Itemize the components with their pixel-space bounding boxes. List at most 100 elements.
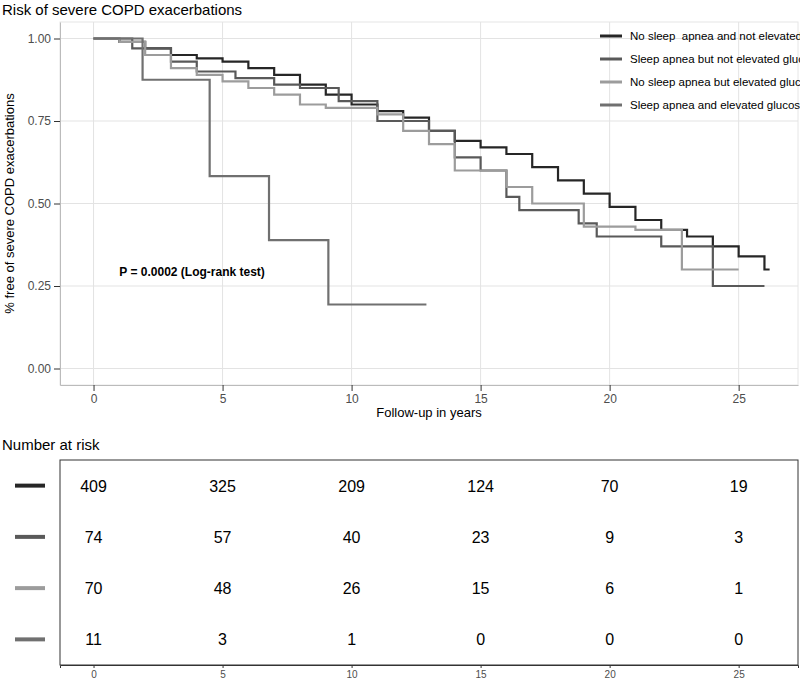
- risk-count: 209: [338, 478, 365, 495]
- tick-mark: [739, 665, 740, 668]
- legend: No sleep apnea and not elevated glucose S…: [600, 30, 800, 111]
- risk-count: 325: [209, 478, 236, 495]
- annotation: P = 0.0002 (Log-rank test): [119, 265, 265, 279]
- tick-label: 0: [91, 669, 97, 680]
- risk-count: 19: [730, 478, 748, 495]
- tick-mark: [610, 665, 611, 668]
- tick: 15: [476, 665, 488, 680]
- risk-count: 1: [347, 631, 356, 648]
- risk-count: 48: [214, 580, 232, 597]
- tick-mark: [481, 665, 482, 668]
- axis-line: [61, 666, 799, 669]
- tick-mark: [352, 665, 353, 668]
- risk-count: 70: [601, 478, 619, 495]
- tick-label: 20: [603, 392, 617, 406]
- tick: 0.00: [28, 362, 60, 376]
- tick-mark: [94, 385, 95, 391]
- tick-label: 15: [474, 392, 488, 406]
- risk-count: 0: [734, 631, 743, 648]
- risk-count: 1: [734, 580, 743, 597]
- risk-count: 57: [214, 529, 232, 546]
- risk-count: 6: [605, 580, 614, 597]
- tick: 10: [347, 665, 359, 680]
- legend-key: [600, 58, 622, 61]
- x-axis-title: Follow-up in years: [376, 405, 482, 420]
- km-curve: [94, 39, 770, 270]
- risk-count: 74: [85, 529, 103, 546]
- tick-mark: [94, 665, 95, 668]
- km-curve: [94, 39, 739, 270]
- risk-count: 3: [734, 529, 743, 546]
- risk-row-key: [15, 535, 45, 539]
- risk-row-key: [15, 586, 45, 590]
- risk-count: 0: [605, 631, 614, 648]
- tick: 5: [220, 385, 227, 406]
- legend-label: No sleep apnea and not elevated glucose: [630, 30, 800, 42]
- risk-count: 11: [85, 631, 102, 648]
- tick-label: 10: [345, 392, 359, 406]
- tick-label: 25: [734, 669, 746, 680]
- tick: 25: [734, 665, 746, 680]
- tick-mark: [54, 39, 60, 40]
- tick-mark: [54, 369, 60, 370]
- risk-count: 9: [605, 529, 614, 546]
- tick-label: 15: [476, 669, 488, 680]
- tick-label: 1.00: [28, 32, 52, 46]
- tick: 0.50: [28, 197, 60, 211]
- legend-label: Sleep apnea and elevated glucose: [630, 99, 800, 111]
- risk-count: 124: [467, 478, 494, 495]
- legend-label: Sleep apnea but not elevated glucose: [630, 53, 800, 65]
- tick: 0.75: [28, 114, 60, 128]
- tick-label: 5: [220, 392, 227, 406]
- tick-label: 20: [605, 669, 617, 680]
- tick: 1.00: [28, 32, 60, 46]
- grid-line-y: [60, 286, 798, 287]
- legend-key: [600, 35, 622, 38]
- tick-label: 0.25: [28, 279, 52, 293]
- legend-key: [600, 81, 622, 84]
- axis-line: [61, 385, 799, 386]
- x-axis: 0510152025: [61, 385, 799, 406]
- legend-key: [600, 104, 622, 107]
- tick: 0.25: [28, 279, 60, 293]
- tick-mark: [352, 385, 353, 391]
- tick-mark: [610, 385, 611, 391]
- tick-mark: [54, 286, 60, 287]
- y-axis-title: % free of severe COPD exacerbations: [2, 93, 17, 314]
- tick-mark: [54, 121, 60, 122]
- tick-label: 25: [732, 392, 746, 406]
- risk-count: 409: [80, 478, 107, 495]
- tick-label: 5: [220, 669, 226, 680]
- km-curve: [94, 39, 427, 305]
- tick: 15: [474, 385, 488, 406]
- axis-line: [60, 23, 61, 386]
- tick-mark: [223, 665, 224, 668]
- risk-row-key: [15, 484, 45, 488]
- tick: 20: [603, 385, 617, 406]
- risk-table: 4093252091247019745740239370482615611131…: [15, 478, 748, 649]
- tick-mark: [54, 204, 60, 205]
- tick: 5: [220, 665, 226, 680]
- risk-table-frame: [60, 460, 798, 665]
- tick-mark: [223, 385, 224, 391]
- risk-table-title: Number at risk: [2, 436, 100, 453]
- tick-mark: [739, 385, 740, 391]
- tick: 20: [605, 665, 617, 680]
- risk-row-key: [15, 637, 45, 641]
- risk-count: 3: [218, 631, 227, 648]
- tick-label: 10: [347, 669, 359, 680]
- risk-count: 70: [85, 580, 103, 597]
- tick-label: 0.50: [28, 197, 52, 211]
- chart: Risk of severe COPD exacerbations0510152…: [0, 0, 800, 689]
- grid-line-y: [60, 368, 798, 369]
- legend-label: No sleep apnea but elevated glucose: [630, 76, 800, 88]
- risk-count: 15: [472, 580, 490, 597]
- tick: 0: [91, 665, 97, 680]
- tick-label: 0.00: [28, 362, 52, 376]
- title: Risk of severe COPD exacerbations: [2, 1, 242, 18]
- risk-count: 0: [476, 631, 485, 648]
- risk-count: 26: [343, 580, 361, 597]
- tick: 25: [732, 385, 746, 406]
- y-axis: 0.00 0.25 0.50 0.75 1.00: [28, 23, 61, 386]
- tick-label: 0.75: [28, 114, 52, 128]
